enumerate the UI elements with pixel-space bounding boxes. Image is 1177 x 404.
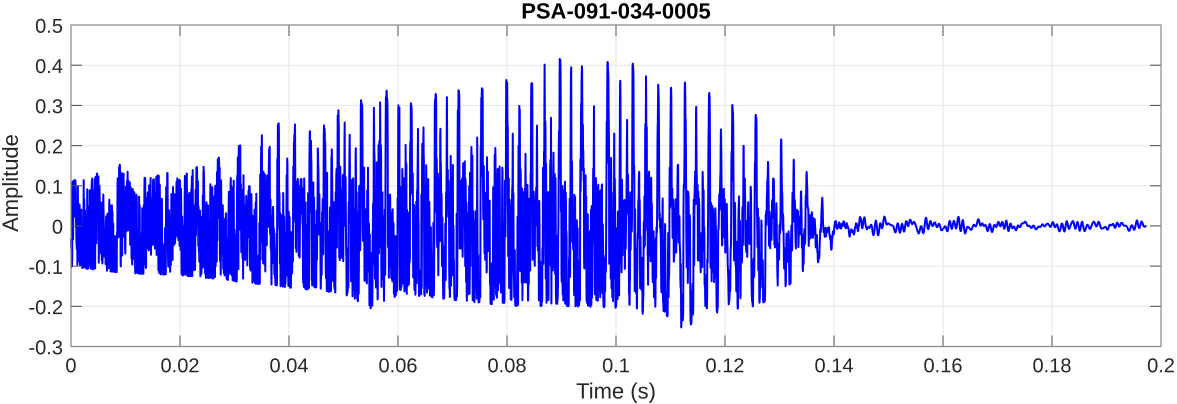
svg-text:0: 0 (52, 217, 63, 239)
svg-text:PSA-091-034-0005: PSA-091-034-0005 (521, 0, 711, 24)
svg-text:0.02: 0.02 (161, 355, 200, 377)
svg-text:0.4: 0.4 (35, 56, 63, 78)
svg-text:-0.2: -0.2 (29, 297, 63, 319)
svg-text:0: 0 (65, 355, 76, 377)
svg-text:0.2: 0.2 (35, 136, 63, 158)
svg-text:-0.3: -0.3 (29, 337, 63, 359)
svg-text:0.2: 0.2 (1147, 355, 1175, 377)
svg-text:Time (s): Time (s) (576, 378, 656, 403)
svg-text:0.18: 0.18 (1033, 355, 1072, 377)
svg-text:Amplitude: Amplitude (0, 134, 23, 232)
svg-text:0.14: 0.14 (815, 355, 854, 377)
svg-text:0.1: 0.1 (602, 355, 630, 377)
svg-text:0.04: 0.04 (270, 355, 309, 377)
svg-text:0.12: 0.12 (706, 355, 745, 377)
svg-text:0.08: 0.08 (488, 355, 527, 377)
svg-text:0.5: 0.5 (35, 16, 63, 38)
svg-text:0.16: 0.16 (924, 355, 963, 377)
svg-text:0.06: 0.06 (379, 355, 418, 377)
svg-text:0.1: 0.1 (35, 177, 63, 199)
svg-text:-0.1: -0.1 (29, 257, 63, 279)
svg-text:0.3: 0.3 (35, 96, 63, 118)
